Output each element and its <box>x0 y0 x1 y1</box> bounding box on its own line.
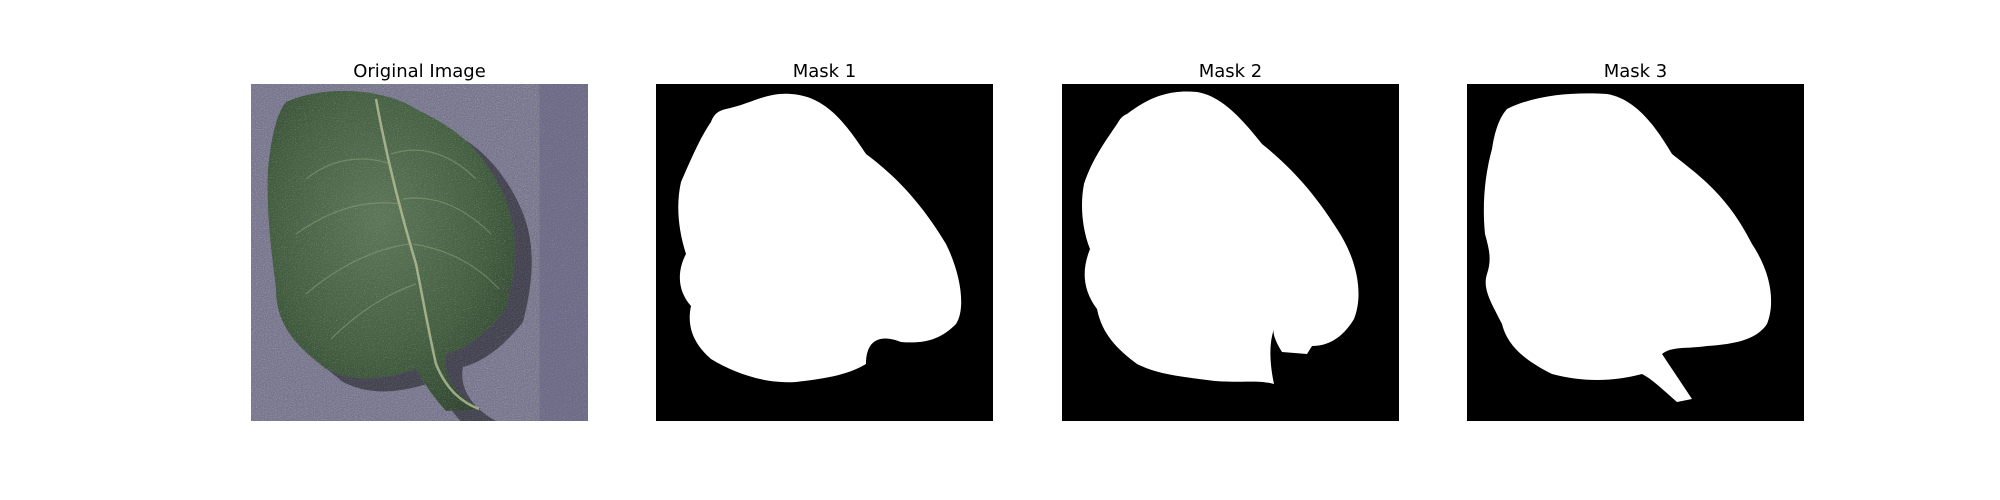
leaf-body <box>267 90 515 412</box>
mask-foreground <box>678 93 962 383</box>
mask-foreground <box>1483 93 1772 402</box>
panel-mask-1: Mask 1 <box>656 60 993 421</box>
panel-mask-3: Mask 3 <box>1467 60 1804 421</box>
mask-foreground <box>1082 91 1359 384</box>
mask-3-svg <box>1467 84 1804 421</box>
leaf-midrib <box>374 98 480 411</box>
leaf-photo-svg <box>251 84 588 421</box>
mask-2-svg <box>1062 84 1399 421</box>
mask-1-svg <box>656 84 993 421</box>
mask-1-image <box>656 84 993 421</box>
panel-mask-2: Mask 2 <box>1062 60 1399 421</box>
panel-original-image: Original Image <box>251 60 588 421</box>
panel-title: Mask 3 <box>1603 61 1668 82</box>
leaf-photo <box>251 84 588 421</box>
leaf-veins <box>295 149 500 340</box>
mask-2-image <box>1062 84 1399 421</box>
panel-title: Mask 1 <box>792 61 857 82</box>
panel-title: Original Image <box>353 61 486 82</box>
panel-title: Mask 2 <box>1198 61 1263 82</box>
mask-3-image <box>1467 84 1804 421</box>
